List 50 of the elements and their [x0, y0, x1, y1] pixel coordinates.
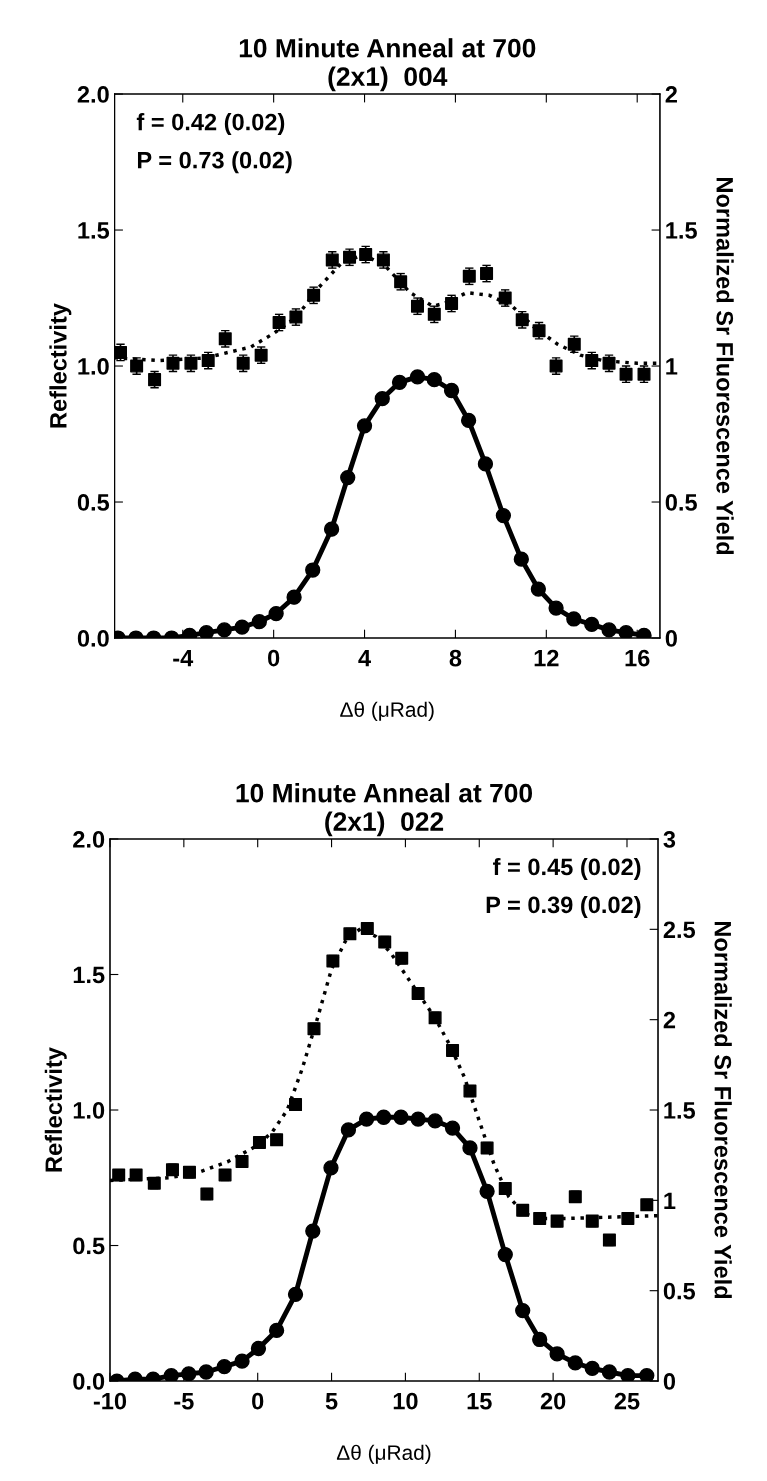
y2-tick-label: 2 [665, 86, 677, 103]
y2-tick-label: 1.5 [664, 1102, 696, 1119]
y2-tick-label: 1 [664, 1192, 676, 1209]
x-tick-label: 5 [325, 1393, 338, 1410]
annotation: P = 0.39 (0.02) [486, 895, 641, 918]
x-tick-label: -10 [93, 1392, 127, 1410]
x-tick-label: 8 [449, 649, 462, 667]
y-tick-label: 0.5 [73, 1237, 105, 1255]
y2-axis-title: Normalized Sr Fluorescence Yield [714, 921, 732, 1299]
y2-tick-label: 2.5 [663, 921, 696, 939]
y2-tick-label: 0.5 [663, 1282, 696, 1300]
y2-tick-label: 0 [663, 1373, 676, 1390]
y2-tick-label: 0 [665, 630, 677, 647]
annotation: f = 0.42 (0.02) [136, 113, 285, 136]
x-axis-title: Δθ (μRad) [340, 701, 434, 722]
x-tick-label: 25 [614, 1392, 640, 1410]
y-tick-label: 1.0 [78, 358, 109, 375]
y-tick-label: 1.5 [73, 966, 105, 984]
y-tick-label: 2.0 [73, 831, 105, 848]
x-tick-label: -5 [174, 1393, 194, 1410]
chart-title: 10 Minute Anneal at 700 [236, 783, 533, 803]
x-tick-label: 16 [625, 649, 650, 667]
y-tick-label: 0.0 [77, 630, 109, 647]
y2-tick-label: 2 [663, 1011, 676, 1029]
chart-title: 10 Minute Anneal at 700 [239, 38, 536, 58]
x-tick-label: 0 [252, 1392, 264, 1410]
y2-tick-label: 3 [663, 831, 676, 848]
y-axis-title: Reflectivity [44, 1047, 67, 1172]
x-tick-label: 20 [540, 1392, 566, 1410]
x-tick-label: 12 [534, 649, 559, 667]
y2-tick-label: 1 [666, 358, 678, 375]
y2-axis-title: Normalized Sr Fluorescence Yield [716, 178, 734, 555]
y-tick-label: 0.0 [73, 1373, 105, 1390]
x-tick-label: 0 [268, 649, 280, 667]
x-tick-label: 15 [467, 1393, 492, 1410]
y-tick-label: 1.0 [73, 1102, 105, 1119]
y-axis-title: Reflectivity [49, 303, 72, 428]
chart-subtitle: (2x1) 022 [325, 811, 444, 837]
y2-tick-label: 0.5 [665, 494, 697, 511]
annotation: f = 0.45 (0.02) [493, 857, 641, 880]
x-tick-label: 10 [393, 1392, 418, 1410]
x-tick-label: 4 [358, 649, 371, 667]
x-axis-title: Δθ (μRad) [336, 1444, 431, 1465]
y2-tick-label: 1.5 [666, 222, 697, 239]
y-tick-label: 0.5 [77, 494, 110, 511]
x-tick-label: -4 [173, 649, 194, 667]
y-tick-label: 1.5 [78, 222, 110, 239]
y-tick-label: 2.0 [77, 86, 109, 103]
chart-subtitle: (2x1) 004 [328, 66, 448, 92]
annotation: P = 0.73 (0.02) [137, 151, 292, 174]
